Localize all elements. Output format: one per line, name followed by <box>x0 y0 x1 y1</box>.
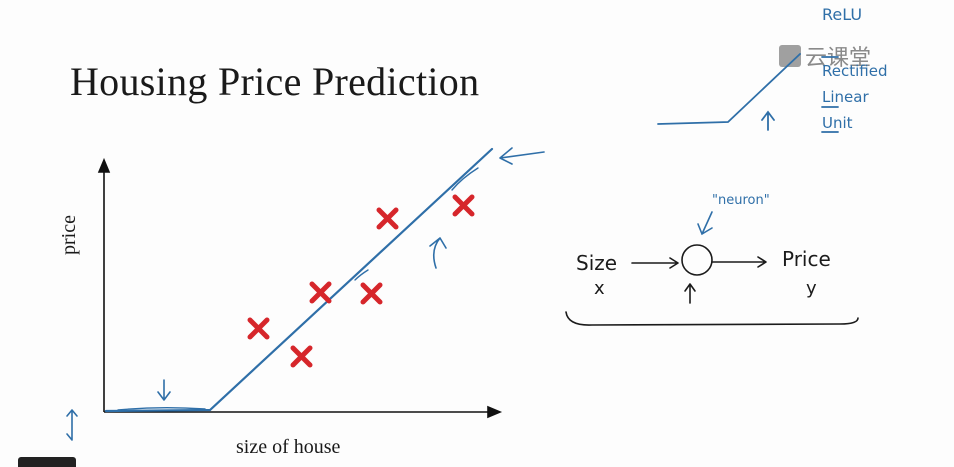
data-point-cross <box>376 207 399 230</box>
input-arrow-icon <box>631 257 679 269</box>
left-arrow-icon <box>499 147 545 165</box>
relu-sketch <box>657 53 839 133</box>
fit-line <box>104 147 494 413</box>
neuron-up-arrow-icon <box>684 283 696 304</box>
rectified-word: Rectified <box>822 62 887 80</box>
unit-word: Unit <box>822 114 853 132</box>
data-point-cross <box>309 281 332 304</box>
output-var: y <box>806 278 817 299</box>
neuron-diagram <box>565 244 859 326</box>
input-word: Size <box>576 251 617 275</box>
vertical-double-arrow-icon <box>66 409 78 441</box>
plot-axes <box>97 157 503 419</box>
flat-segment-scribble <box>117 407 206 411</box>
mid-segment-scribble <box>354 269 369 281</box>
down-arrow-icon <box>157 379 171 401</box>
up-curve-arrow-icon <box>429 237 447 269</box>
data-point-cross <box>290 345 313 368</box>
video-control-tab[interactable] <box>18 457 76 467</box>
upper-segment-scribble <box>451 167 479 191</box>
data-points <box>247 194 475 368</box>
pen-arrows <box>66 147 545 441</box>
watermark-text: 云课堂 <box>805 46 872 71</box>
x-axis-label: size of house <box>236 436 341 458</box>
relu-word: ReLU <box>822 5 862 24</box>
x-axis-arrow-icon <box>487 405 503 419</box>
relu-fit-line <box>104 147 494 413</box>
neuron-label-arrow-icon <box>697 211 713 236</box>
neuron-label: "neuron" <box>712 193 770 208</box>
output-arrow-icon <box>711 256 767 268</box>
data-point-cross <box>360 282 383 305</box>
data-point-cross <box>247 317 270 340</box>
relu-pointer-arrow-icon <box>761 110 775 131</box>
grouping-brace <box>565 311 859 326</box>
output-word: Price <box>782 247 831 271</box>
watermark-logo-icon <box>779 45 801 67</box>
watermark: 云课堂 <box>779 40 871 72</box>
y-axis-arrow-icon <box>97 157 111 173</box>
neuron-circle <box>681 244 713 276</box>
data-point-cross <box>452 194 475 217</box>
slide-title: Housing Price Prediction <box>70 59 480 104</box>
linear-word: Linear <box>822 88 869 106</box>
relu-curve <box>657 53 801 125</box>
input-var: x <box>594 278 605 299</box>
